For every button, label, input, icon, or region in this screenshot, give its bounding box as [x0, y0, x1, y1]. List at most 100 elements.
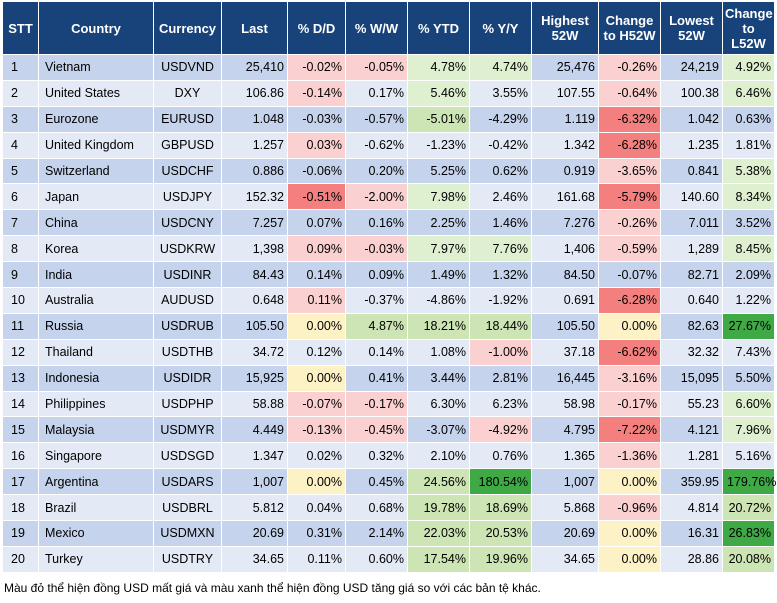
- header-change-l52w: Change to L52W: [722, 1, 775, 55]
- cell-country: Australia: [38, 287, 154, 314]
- cell-lowest-52w: 15,095: [660, 364, 723, 392]
- cell-stt: 6: [2, 183, 39, 211]
- cell-ytd: 7.97%: [407, 235, 470, 263]
- cell-currency: USDIDR: [153, 364, 222, 392]
- cell-dd: 0.11%: [287, 545, 346, 573]
- cell-yy: 18.69%: [469, 494, 532, 522]
- cell-country: Philippines: [38, 390, 154, 418]
- cell-highest-52w: 0.691: [531, 287, 599, 314]
- cell-country: Mexico: [38, 520, 154, 547]
- cell-yy: 3.55%: [469, 79, 532, 107]
- cell-currency: USDTRY: [153, 545, 222, 573]
- cell-stt: 5: [2, 157, 39, 185]
- cell-ww: -0.37%: [345, 287, 408, 314]
- cell-dd: 0.31%: [287, 520, 346, 547]
- cell-yy: -4.92%: [469, 416, 532, 444]
- cell-stt: 3: [2, 105, 39, 133]
- cell-dd: 0.00%: [287, 364, 346, 392]
- cell-stt: 15: [2, 416, 39, 444]
- cell-currency: EURUSD: [153, 105, 222, 133]
- table-row: 6 Japan USDJPY 152.32 -0.51% -2.00% 7.98% 2.46%…: [2, 183, 775, 211]
- cell-stt: 14: [2, 390, 39, 418]
- cell-lowest-52w: 100.38: [660, 79, 723, 107]
- cell-lowest-52w: 16.31: [660, 520, 723, 547]
- cell-dd: -0.02%: [287, 54, 346, 81]
- cell-change-h52w: -6.28%: [598, 287, 661, 314]
- cell-change-h52w: -3.65%: [598, 157, 661, 185]
- header-row: STT Country Currency Last % D/D % W/W % …: [2, 1, 775, 55]
- table-row: 4 United Kingdom GBPUSD 1.257 0.03% -0.62% -1.…: [2, 131, 775, 159]
- cell-ytd: -4.86%: [407, 287, 470, 314]
- cell-lowest-52w: 7.011: [660, 209, 723, 237]
- cell-change-h52w: -0.26%: [598, 54, 661, 81]
- cell-stt: 18: [2, 494, 39, 522]
- cell-ww: -0.57%: [345, 105, 408, 133]
- cell-currency: USDMYR: [153, 416, 222, 444]
- cell-stt: 12: [2, 338, 39, 366]
- table-row: 19 Mexico USDMXN 20.69 0.31% 2.14% 22.03% 20.53…: [2, 520, 775, 547]
- cell-country: United Kingdom: [38, 131, 154, 159]
- cell-last: 1,398: [221, 235, 288, 263]
- cell-dd: -0.13%: [287, 416, 346, 444]
- cell-yy: 1.32%: [469, 261, 532, 289]
- fx-table: STT Country Currency Last % D/D % W/W % …: [2, 1, 776, 573]
- table-row: 14 Philippines USDPHP 58.88 -0.07% -0.17% 6.30…: [2, 390, 775, 418]
- cell-last: 106.86: [221, 79, 288, 107]
- header-ww: % W/W: [345, 1, 408, 55]
- cell-ww: 0.41%: [345, 364, 408, 392]
- cell-ww: 0.20%: [345, 157, 408, 185]
- cell-ytd: 22.03%: [407, 520, 470, 547]
- cell-change-l52w: 27.67%: [722, 312, 775, 340]
- cell-last: 15,925: [221, 364, 288, 392]
- cell-change-l52w: 5.38%: [722, 157, 775, 185]
- cell-change-h52w: 0.00%: [598, 312, 661, 340]
- cell-lowest-52w: 28.86: [660, 545, 723, 573]
- cell-lowest-52w: 32.32: [660, 338, 723, 366]
- cell-last: 1,007: [221, 468, 288, 496]
- cell-yy: 0.62%: [469, 157, 532, 185]
- cell-stt: 9: [2, 261, 39, 289]
- table-row: 3 Eurozone EURUSD 1.048 -0.03% -0.57% -5.01% -4…: [2, 105, 775, 133]
- header-lowest-52w: Lowest 52W: [660, 1, 723, 55]
- cell-currency: USDARS: [153, 468, 222, 496]
- cell-change-l52w: 5.50%: [722, 364, 775, 392]
- cell-currency: USDVND: [153, 54, 222, 81]
- cell-yy: -4.29%: [469, 105, 532, 133]
- cell-highest-52w: 58.98: [531, 390, 599, 418]
- cell-country: Turkey: [38, 545, 154, 573]
- cell-country: Japan: [38, 183, 154, 211]
- cell-currency: USDSGD: [153, 442, 222, 470]
- cell-currency: GBPUSD: [153, 131, 222, 159]
- cell-ww: 0.60%: [345, 545, 408, 573]
- cell-currency: USDKRW: [153, 235, 222, 263]
- cell-last: 0.886: [221, 157, 288, 185]
- cell-ww: 0.14%: [345, 338, 408, 366]
- cell-highest-52w: 1,406: [531, 235, 599, 263]
- cell-ytd: 24.56%: [407, 468, 470, 496]
- cell-change-h52w: -0.07%: [598, 261, 661, 289]
- cell-stt: 4: [2, 131, 39, 159]
- cell-ytd: 6.30%: [407, 390, 470, 418]
- cell-country: Indonesia: [38, 364, 154, 392]
- table-row: 10 Australia AUDUSD 0.648 0.11% -0.37% -4.86% -…: [2, 287, 775, 314]
- cell-country: Switzerland: [38, 157, 154, 185]
- cell-change-h52w: -0.96%: [598, 494, 661, 522]
- cell-ytd: 5.25%: [407, 157, 470, 185]
- cell-country: Malaysia: [38, 416, 154, 444]
- cell-dd: 0.04%: [287, 494, 346, 522]
- table-row: 5 Switzerland USDCHF 0.886 -0.06% 0.20% 5.25% 0…: [2, 157, 775, 185]
- cell-country: Eurozone: [38, 105, 154, 133]
- cell-country: Singapore: [38, 442, 154, 470]
- cell-change-l52w: 1.81%: [722, 131, 775, 159]
- cell-last: 1.048: [221, 105, 288, 133]
- cell-ww: 4.87%: [345, 312, 408, 340]
- cell-ytd: -1.23%: [407, 131, 470, 159]
- table-row: 15 Malaysia USDMYR 4.449 -0.13% -0.45% -3.07% -…: [2, 416, 775, 444]
- cell-lowest-52w: 55.23: [660, 390, 723, 418]
- cell-change-h52w: -1.36%: [598, 442, 661, 470]
- table-row: 16 Singapore USDSGD 1.347 0.02% 0.32% 2.10% 0.7…: [2, 442, 775, 470]
- cell-stt: 8: [2, 235, 39, 263]
- cell-last: 34.65: [221, 545, 288, 573]
- cell-yy: 2.81%: [469, 364, 532, 392]
- cell-change-l52w: 7.43%: [722, 338, 775, 366]
